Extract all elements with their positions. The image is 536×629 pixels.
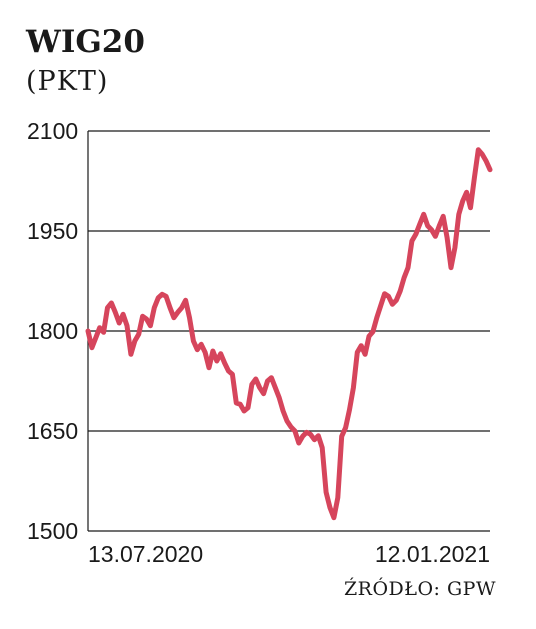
x-tick-label: 12.01.2021 bbox=[375, 541, 490, 567]
y-tick-label: 1500 bbox=[27, 518, 78, 544]
chart-title: WIG20 bbox=[26, 24, 145, 60]
x-tick-label: 13.07.2020 bbox=[88, 541, 203, 567]
source-note: ŹRÓDŁO: GPW bbox=[343, 578, 496, 600]
grid-lines bbox=[87, 130, 490, 532]
y-tick-label: 1650 bbox=[27, 418, 78, 444]
x-axis-ticks: 13.07.2020 12.01.2021 bbox=[88, 541, 490, 567]
chart-unit: (PKT) bbox=[26, 66, 109, 97]
y-tick-label: 2100 bbox=[27, 118, 78, 144]
y-tick-label: 1950 bbox=[27, 218, 78, 244]
y-axis-ticks: 2100 1950 1800 1650 1500 bbox=[27, 118, 78, 544]
y-tick-label: 1800 bbox=[27, 318, 78, 344]
series-line bbox=[85, 147, 493, 521]
